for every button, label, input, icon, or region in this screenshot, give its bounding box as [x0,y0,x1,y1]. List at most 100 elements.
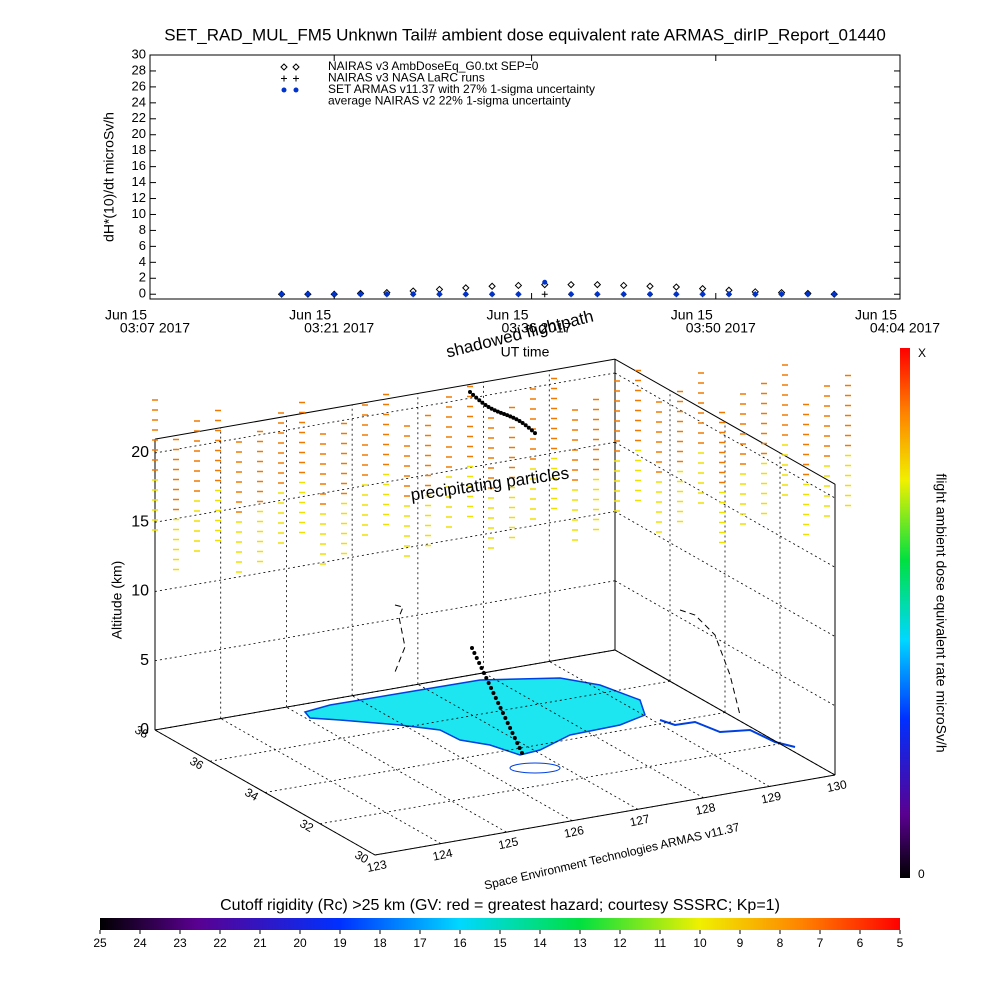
y-tick-label: 28 [132,62,146,77]
dot-marker [463,291,469,297]
plus-marker [293,75,299,82]
x-tick-label: 03:07 2017 [120,320,190,336]
colorbar-tick-label: 9 [737,936,744,950]
legend-label: NAIRAS v3 AmbDoseEq_G0.txt SEP=0 [328,59,539,73]
diamond-marker [462,284,470,292]
colorbar-tick-label: 6 [857,936,864,950]
flight-path-point [483,402,488,407]
dot-marker [647,291,653,297]
x-tick-label: 128 [694,800,717,818]
x-tick-label: 123 [366,857,389,875]
flight-path-point [468,390,472,394]
x-tick-label: 03:21 2017 [304,320,374,336]
colorbar-tick-label: 7 [817,936,824,950]
x-tick-label: Jun 15 [105,307,147,323]
z-tick-label: 5 [140,652,149,669]
land-mass [303,677,646,756]
y-tick-label: 24 [132,94,146,109]
colorbar-tick-label: 17 [413,936,427,950]
colorbar-tick-label: 25 [93,936,107,950]
flight-path-point [498,410,503,415]
dot-marker [700,291,706,297]
dot-marker [726,291,732,297]
grid-line [614,441,836,568]
dot-marker [293,87,299,93]
diamond-marker [619,281,628,290]
legend-label: SET ARMAS v11.37 with 27% 1-sigma uncert… [328,82,595,96]
y-tick-label: 26 [132,78,146,93]
flight-path-shadow [470,646,474,650]
dot-marker [305,291,311,297]
flight-path-point [529,428,534,433]
colorbar-tick-label: 5 [897,936,904,950]
flight-path-point [495,409,500,414]
y-tick-label: 8 [139,222,146,237]
grid-line [614,580,836,707]
y-tick-label: 2 [139,270,146,285]
grid-line [154,372,616,454]
diamond-marker [698,284,707,293]
y-tick-label: 4 [139,254,146,269]
y-tick-label: 18 [132,142,146,157]
dot-marker [281,87,287,93]
grid-line [154,580,616,662]
colorbar-tick-label: 16 [453,936,467,950]
flight-path-shadow [493,696,498,700]
y-tick-label: 6 [139,238,146,253]
colorbar [100,918,900,930]
flight-path-point [505,413,510,418]
colorbar-tick-label: 15 [493,936,507,950]
dot-marker [410,291,416,297]
dot-marker [331,291,337,297]
colorbar-tick-label: 19 [333,936,347,950]
flight-path-shadow [496,701,501,705]
flight-path-point [511,415,516,420]
y-tick-label: 30 [132,46,146,61]
flight-path-shadow [498,706,503,710]
x-tick-label: Jun 15 [855,307,897,323]
island [509,762,561,774]
flight-path-point [489,406,494,411]
plus-marker [541,291,548,298]
y-tick-label: 32 [297,816,316,835]
flight-path-shadow [505,721,510,725]
colorbar-tick-label: 18 [373,936,387,950]
dot-marker [279,291,285,297]
grid-line [154,511,616,592]
flight-path-point [471,392,476,397]
x-tick-label: 127 [628,811,651,829]
flight-path-point [520,421,525,426]
flight-path-point [486,404,491,409]
chart-title: SET_RAD_MUL_FM5 Unknwn Tail# ambient dos… [164,25,886,44]
diamond-marker [292,63,300,71]
diamond-marker [593,280,602,289]
diamond-marker [280,63,288,71]
diamond-marker [514,281,523,290]
z-tick-label: 10 [131,583,149,600]
x-tick-label: 129 [760,789,783,807]
flight-path-shadow [500,711,505,715]
plot-3d: 123 124 125 126 127 128 129 130 30 32 34 36 38 [132,358,851,875]
x-axis-label: UT time [501,344,550,360]
flight-path-shadow [479,666,484,670]
diamond-marker [567,280,575,289]
y-tick-label: 12 [132,190,146,205]
z-axis-label: Altitude (km) [109,561,125,640]
colorbar-tick-label: 11 [654,936,667,950]
legend-label: NAIRAS v3 NASA LaRC runs [328,71,485,85]
plus-marker [281,75,287,82]
plot-frame [149,54,901,300]
flight-path-shadow [486,681,491,685]
dot-marker [831,291,837,297]
y-tick-label: 20 [132,126,146,141]
colorbar-tick-label: 0 [918,867,925,881]
y-tick-label: 38 [132,723,151,742]
x-tick-label: 04:04 2017 [870,320,940,336]
x-tick-label: 130 [826,777,849,795]
x-tick-label: Jun 15 [289,307,331,323]
y-axis-label: dH*(10)/dt microSv/h [101,112,117,242]
flight-path-shadow [472,651,477,655]
dot-marker [805,291,811,297]
y-tick-label: 16 [132,158,146,173]
